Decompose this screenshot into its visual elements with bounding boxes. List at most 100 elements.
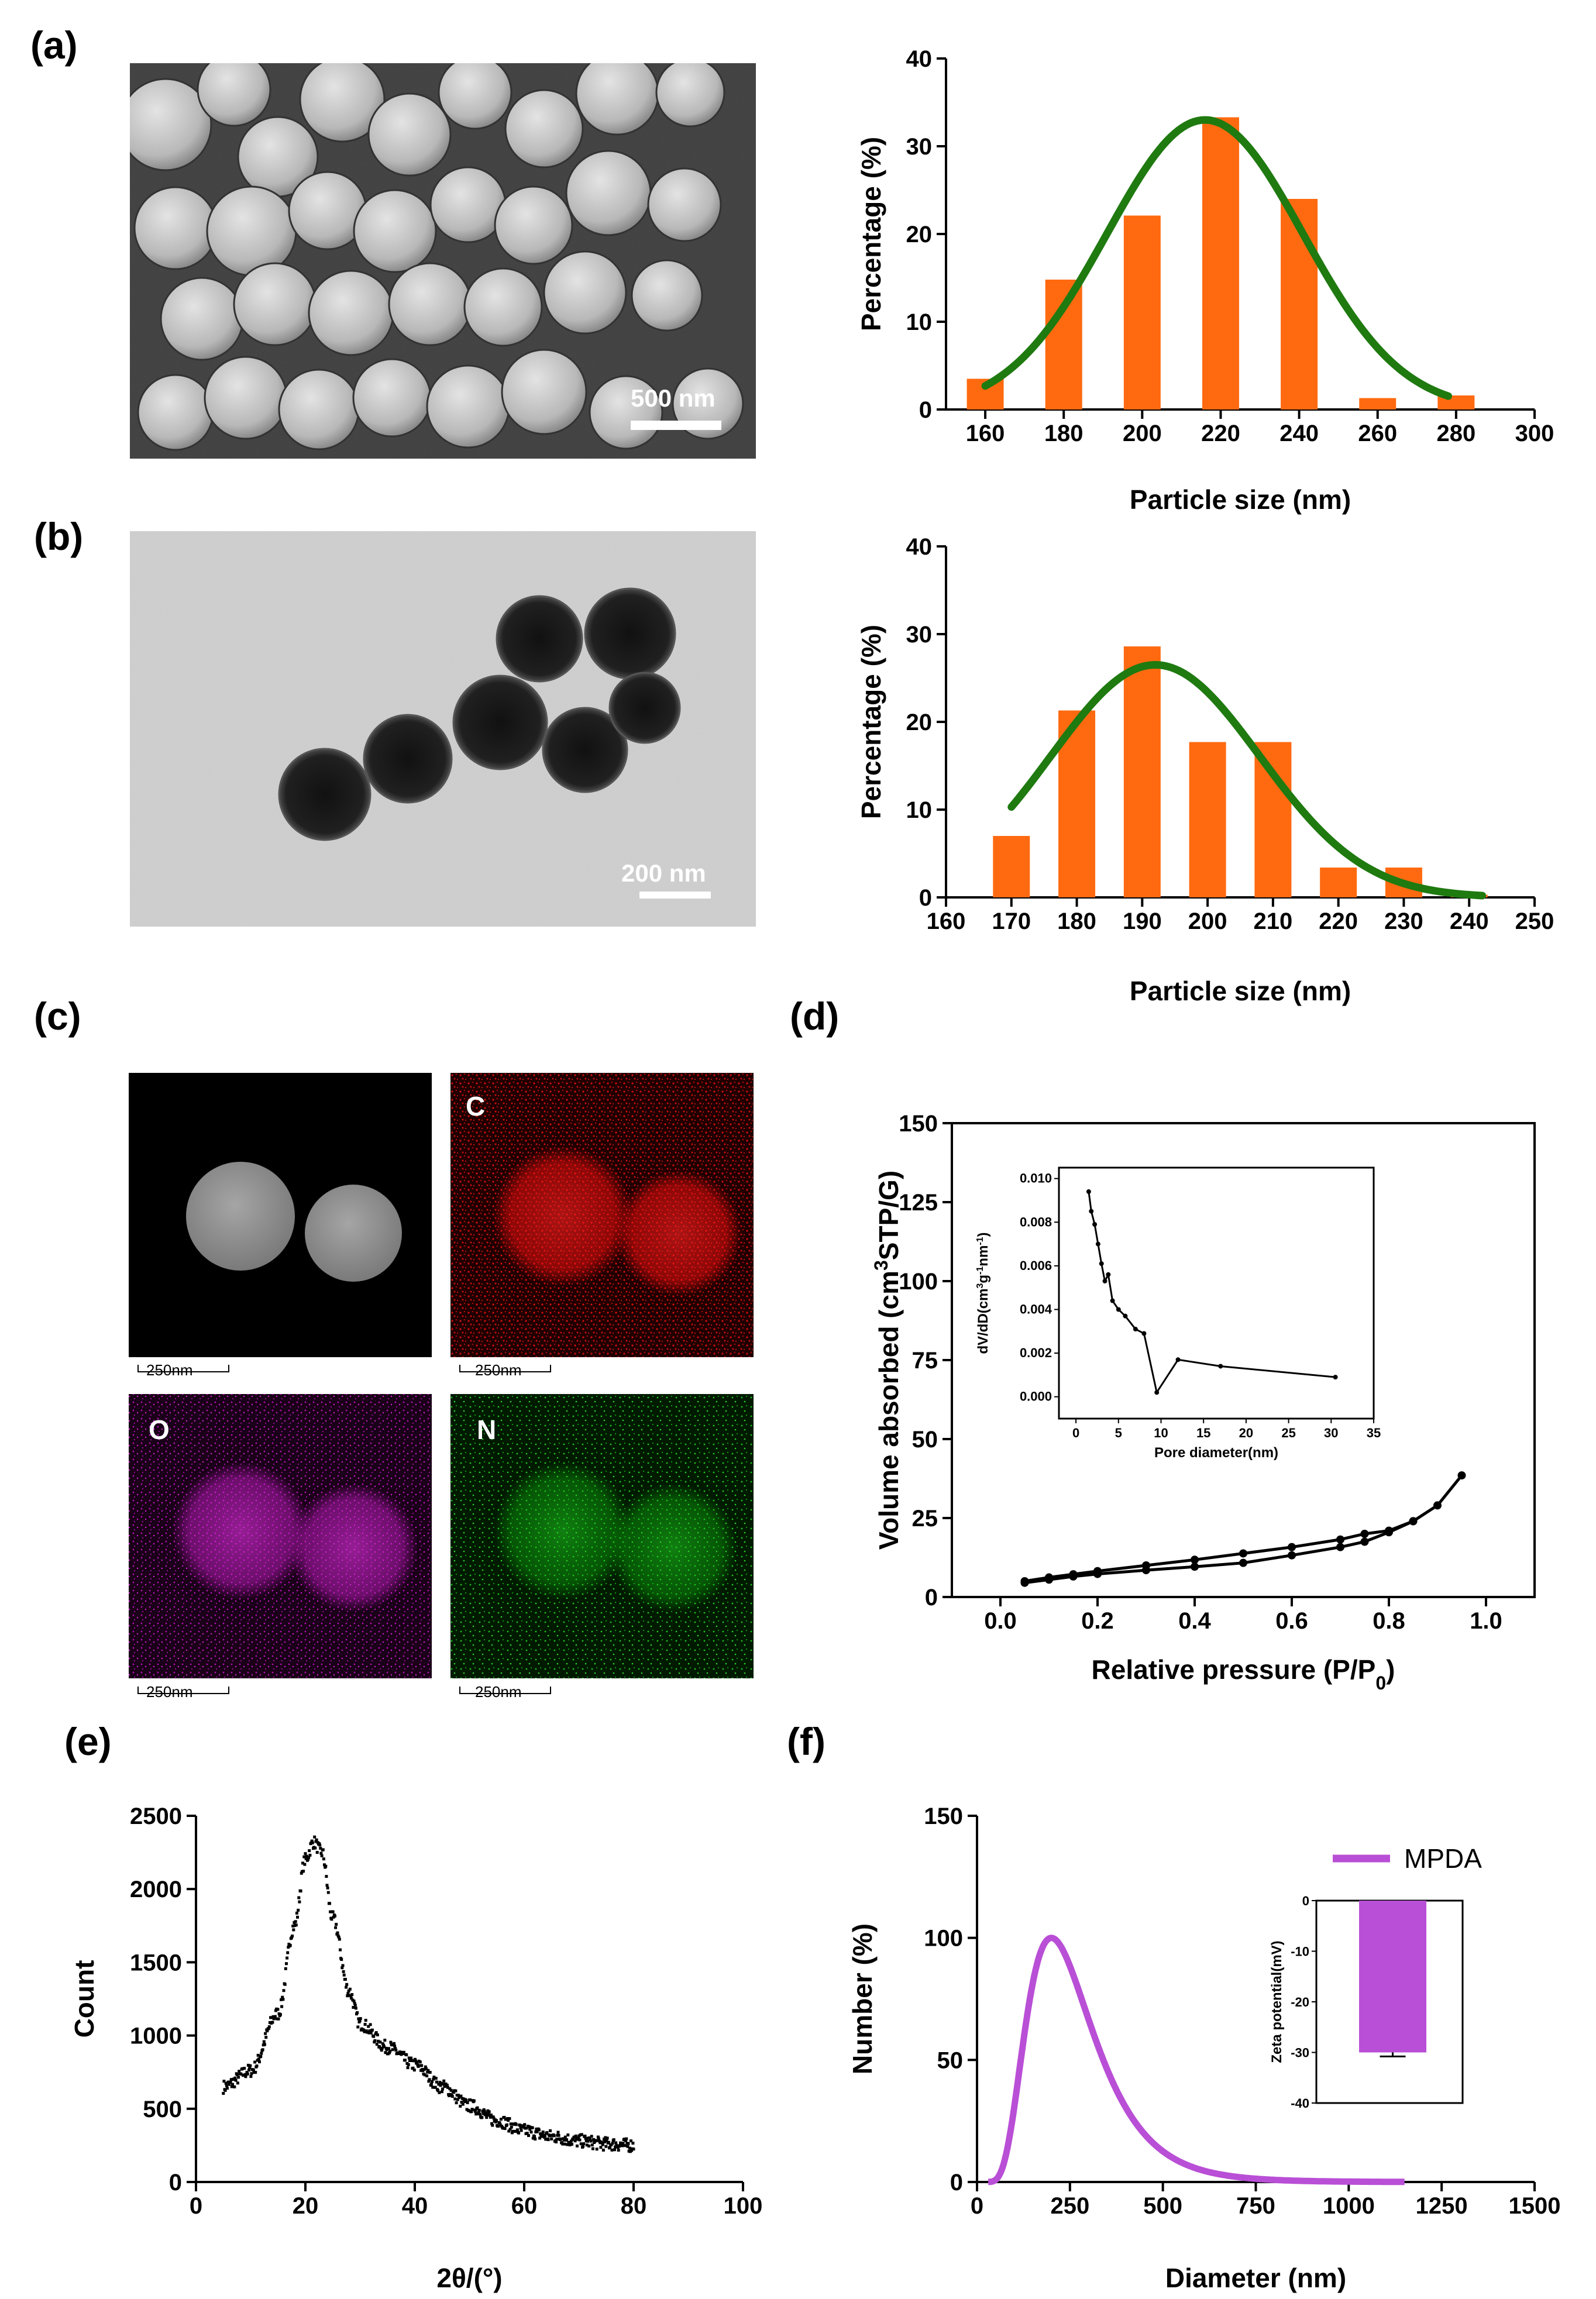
xrd-point: [538, 2136, 542, 2140]
xrd-point: [589, 2139, 593, 2143]
xrd-point: [561, 2142, 565, 2146]
isotherm-desorption-point: [1360, 1530, 1369, 1538]
xrd-point: [246, 2072, 249, 2076]
xrd-point: [254, 2071, 257, 2074]
xrd-point: [226, 2087, 229, 2090]
xrd-point: [229, 2078, 233, 2081]
xrd-point: [632, 2147, 635, 2151]
xrd-point: [385, 2048, 388, 2052]
chart-b-particle-size: 160 170 180 190 200 210 220 230 240 250 0 10 20 30 40 P…: [856, 534, 1554, 1006]
xrd-point: [250, 2072, 253, 2076]
xrd-point: [264, 2036, 268, 2039]
inset-y-tick-label: 0.006: [1020, 1258, 1052, 1273]
xrd-point: [583, 2135, 587, 2138]
isotherm-desorption-point: [1069, 1570, 1078, 1579]
y-tick-label: 500: [143, 2097, 182, 2122]
y-tick-label: 40: [906, 534, 933, 560]
xrd-point: [380, 2049, 383, 2052]
xrd-point: [407, 2056, 411, 2060]
xrd-point: [624, 2139, 627, 2142]
xrd-point: [612, 2138, 615, 2142]
isotherm-adsorption-point: [1336, 1543, 1344, 1551]
inset-pore-point: [1110, 1298, 1115, 1303]
xrd-point: [387, 2047, 390, 2050]
inset-pore-point: [1092, 1221, 1098, 1227]
y-tick-label: 0: [919, 885, 932, 911]
y-tick-label: 1000: [130, 2023, 182, 2049]
xrd-point: [431, 2080, 434, 2083]
x-tick-label: 170: [992, 908, 1031, 934]
xrd-point: [506, 2117, 510, 2120]
xrd-point: [424, 2065, 427, 2069]
eds-scale-carbon: 250nm: [459, 1361, 551, 1379]
xrd-point: [222, 2080, 226, 2083]
y-axis-label: Percentage (%): [856, 137, 886, 331]
xrd-point: [225, 2084, 228, 2087]
xrd-point: [320, 1854, 324, 1857]
inset-pore-point: [1089, 1209, 1094, 1214]
xrd-point: [356, 2025, 360, 2029]
xrd-point: [319, 1851, 323, 1855]
x-tick-label: 750: [1236, 2193, 1275, 2219]
xrd-point: [552, 2134, 556, 2138]
xrd-point: [252, 2069, 255, 2072]
xrd-point: [504, 2118, 507, 2121]
xrd-point: [573, 2139, 577, 2143]
sem-scale-bar: [631, 421, 721, 430]
xrd-point: [239, 2073, 243, 2076]
xrd-point: [237, 2076, 240, 2079]
inset-y-tick-label: -40: [1291, 2096, 1309, 2111]
xrd-point: [617, 2149, 620, 2152]
eds-oxygen-label: O: [149, 1414, 170, 1445]
xrd-point: [325, 1884, 329, 1887]
xrd-point: [508, 2128, 512, 2131]
xrd-point: [343, 1978, 347, 1981]
xrd-point: [580, 2133, 583, 2136]
xrd-point: [418, 2060, 422, 2064]
y-tick-label: 0: [169, 2170, 182, 2195]
xrd-point: [587, 2145, 591, 2147]
inset-pore-point: [1099, 1261, 1104, 1266]
xrd-point: [426, 2070, 429, 2074]
xrd-point: [353, 2004, 357, 2007]
inset-zeta-potential: 0 -10 -20 -30 -40 Zeta potential(mV): [1269, 1894, 1464, 2111]
xrd-point: [326, 1891, 330, 1894]
xrd-point: [294, 1920, 297, 1923]
xrd-point: [544, 2134, 546, 2138]
xrd-point: [570, 2143, 573, 2146]
xrd-point: [404, 2059, 407, 2062]
tem-sphere: [496, 595, 583, 683]
inset-pore-point: [1116, 1307, 1121, 1312]
panel-label-f: (f): [787, 1720, 825, 1763]
xrd-point: [507, 2119, 510, 2122]
panel-label-d: (d): [790, 994, 839, 1038]
sem-image: [130, 63, 756, 459]
tem-sphere: [608, 672, 681, 744]
inset-y-tick-label: -20: [1291, 1995, 1309, 2009]
xrd-point: [331, 1910, 335, 1913]
xrd-point: [338, 1937, 341, 1941]
inset-y-tick-label: 0.004: [1020, 1302, 1052, 1316]
xrd-point: [466, 2101, 469, 2104]
xrd-point: [326, 1886, 329, 1890]
isotherm-adsorption-point: [1191, 1563, 1199, 1571]
xrd-point: [563, 2135, 567, 2139]
xrd-point: [383, 2045, 386, 2049]
xrd-point: [410, 2059, 414, 2062]
xrd-point: [556, 2131, 560, 2134]
xrd-point: [229, 2081, 232, 2084]
xrd-point: [562, 2138, 566, 2142]
x-tick-label: 0.2: [1081, 1608, 1114, 1634]
x-tick-label: 0.8: [1373, 1608, 1405, 1634]
inset-y-axis-label: dV/dD(cm3g-1nm-1): [975, 1232, 992, 1354]
xrd-point: [470, 2108, 474, 2111]
x-tick-label: 0.6: [1275, 1608, 1308, 1634]
xrd-point: [435, 2080, 438, 2084]
xrd-point: [283, 1983, 287, 1986]
xrd-point: [249, 2064, 252, 2067]
xrd-point: [348, 1987, 352, 1991]
inset-x-tick-label: 15: [1196, 1426, 1210, 1440]
xrd-point: [389, 2040, 393, 2044]
xrd-point: [604, 2145, 608, 2148]
inset-pore-point: [1133, 1327, 1138, 1332]
